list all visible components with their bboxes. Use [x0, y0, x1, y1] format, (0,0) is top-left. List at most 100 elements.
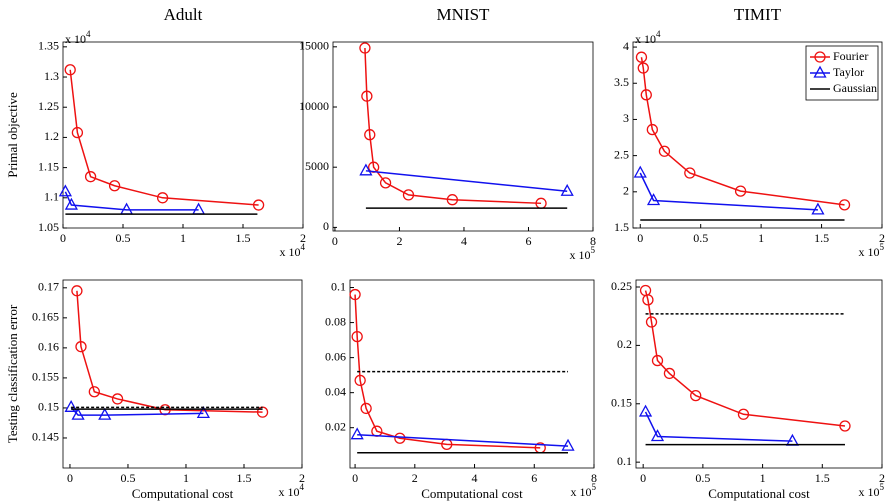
chart-title: MNIST [437, 5, 491, 24]
x-tick-label: 6 [525, 234, 531, 248]
legend-label: Taylor [833, 65, 864, 79]
series-line [644, 290, 846, 427]
x-tick-label: 2 [396, 234, 402, 248]
y-tick-label: 0.17 [38, 280, 59, 294]
y-tick-label: 15000 [299, 39, 329, 53]
point-marker [560, 183, 574, 196]
series-line [64, 191, 199, 211]
legend-marker [814, 51, 826, 63]
point-marker [734, 185, 747, 197]
multiplier-power: 5 [592, 482, 597, 492]
plot-frame [632, 41, 883, 229]
x-tick-label: 4 [472, 471, 478, 485]
y-tick-label: 0.145 [32, 430, 59, 444]
y-tick-label: 1.3 [44, 69, 59, 83]
y-tick-label: 0.02 [325, 419, 346, 433]
legend-marker [813, 65, 827, 78]
point-marker [64, 64, 76, 76]
point-marker [350, 427, 364, 440]
chart-title: Adult [164, 5, 203, 24]
y-tick-label: 1.25 [38, 99, 59, 113]
x-tick-label: 0.5 [695, 471, 710, 485]
axis-multiplier: x 105 [570, 245, 596, 262]
plot-frame [349, 279, 595, 469]
legend-label: Fourier [833, 49, 868, 63]
x-tick-label: 0.5 [693, 231, 708, 245]
point-marker [359, 163, 373, 176]
x-tick-label: 2 [879, 471, 885, 485]
y-tick-label: 0.16 [38, 340, 59, 354]
axis-multiplier: x 104 [279, 482, 305, 499]
point-marker [651, 354, 664, 367]
plot-frame [62, 41, 304, 229]
series-line [364, 47, 542, 205]
multiplier-base: x 10 [859, 245, 880, 259]
y-tick-label: 2 [623, 184, 629, 198]
x-tick-label: 1.5 [236, 471, 251, 485]
axis-multiplier: x 105 [571, 482, 597, 499]
y-tick-label: 2.5 [614, 147, 629, 161]
x-tick-label: 0.5 [120, 471, 135, 485]
y-tick-label: 0.1 [617, 454, 632, 468]
point-marker [252, 199, 265, 211]
axis-multiplier: x 104 [65, 29, 91, 46]
y-tick-label: 0.15 [611, 396, 632, 410]
y-tick-label: 1.35 [38, 39, 59, 53]
multiplier-power: 5 [880, 242, 885, 252]
x-tick-label: 1.5 [814, 231, 829, 245]
y-tick-label: 3 [623, 111, 629, 125]
series-line [357, 433, 569, 447]
y-tick-label: 1.05 [38, 220, 59, 234]
point-marker [64, 399, 78, 412]
point-marker [402, 189, 415, 201]
x-tick-label: 0 [332, 234, 338, 248]
point-marker [561, 438, 575, 451]
point-marker [650, 429, 665, 442]
point-marker [364, 129, 376, 141]
y-tick-label: 0.2 [617, 337, 632, 351]
legend-label: Gaussian [833, 81, 877, 95]
x-tick-label: 1.5 [815, 471, 830, 485]
point-marker [108, 180, 121, 192]
y-tick-label: 0.155 [32, 370, 59, 384]
x-tick-label: 8 [591, 471, 597, 485]
y-tick-label: 0.04 [325, 384, 346, 398]
x-tick-label: 0 [67, 471, 73, 485]
point-marker [646, 123, 658, 136]
y-tick-label: 0.08 [325, 314, 346, 328]
y-tick-label: 0 [323, 219, 329, 233]
x-tick-label: 0.5 [116, 231, 131, 245]
plot-frame [635, 279, 883, 469]
point-marker [446, 194, 459, 206]
x-tick-label: 8 [590, 234, 596, 248]
point-marker [111, 393, 124, 405]
point-marker [192, 202, 206, 215]
x-tick-label: 2 [299, 471, 305, 485]
multiplier-power: 4 [301, 242, 306, 252]
multiplier-base: x 10 [570, 248, 591, 262]
point-marker [75, 341, 87, 353]
y-tick-label: 0.15 [38, 400, 59, 414]
point-marker [354, 374, 366, 387]
axis-multiplier: x 104 [635, 29, 661, 46]
x-tick-label: 2 [300, 231, 306, 245]
series-line [639, 172, 818, 211]
series-line [76, 290, 263, 413]
point-marker [637, 62, 649, 74]
point-marker [838, 199, 851, 211]
x-tick-label: 1 [760, 471, 766, 485]
point-marker [690, 389, 702, 402]
y-tick-label: 1.2 [44, 129, 59, 143]
multiplier-power: 5 [591, 245, 596, 255]
point-marker [635, 51, 648, 63]
point-marker [642, 294, 654, 306]
axis-multiplier: x 104 [280, 242, 306, 259]
point-marker [684, 167, 696, 179]
x-tick-label: 1 [183, 471, 189, 485]
point-marker [663, 367, 676, 380]
series-line [644, 411, 793, 442]
point-marker [646, 193, 661, 206]
y-axis-label: Primal objective [5, 92, 20, 178]
y-tick-label: 1.15 [38, 159, 59, 173]
point-marker [379, 177, 392, 189]
